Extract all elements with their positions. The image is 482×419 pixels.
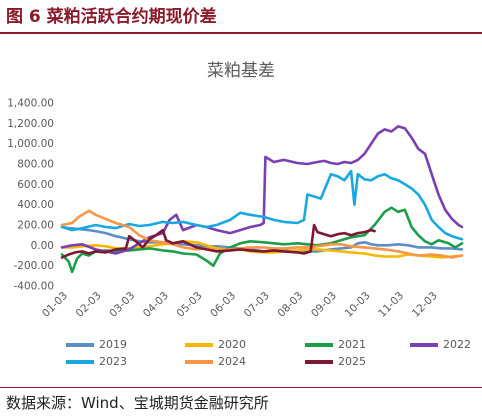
- legend-swatch: [305, 360, 333, 364]
- x-tick-label: 08-03: [275, 290, 305, 320]
- series-layer: [60, 125, 464, 274]
- x-tick-label: 10-03: [343, 290, 373, 320]
- source-note: 数据来源：Wind、宝城期货金融研究所: [6, 394, 269, 412]
- y-tick-label: 0.00: [31, 240, 54, 252]
- x-axis: 01-03 02-03 03-03 04-03 05-03 06-03 07-03 08-03…: [40, 290, 440, 320]
- x-tick-label: 05-03: [175, 290, 205, 320]
- x-tick-label: 03-03: [107, 290, 137, 320]
- y-tick-label: 800.00: [17, 159, 54, 171]
- y-tick-label: 1,200.00: [7, 118, 54, 130]
- x-tick-label: 09-03: [309, 290, 339, 320]
- x-tick-label: 04-03: [141, 290, 171, 320]
- legend-swatch: [66, 343, 94, 347]
- series-line-2022: [60, 125, 464, 255]
- legend-swatch: [305, 343, 333, 347]
- series-line-2025: [60, 223, 376, 259]
- x-tick-label: 06-03: [208, 290, 238, 320]
- legend-label: 2020: [218, 338, 246, 351]
- x-tick-label: 02-03: [74, 290, 104, 320]
- legend-label: 2021: [338, 338, 366, 351]
- legend-label: 2025: [338, 355, 366, 368]
- y-tick-label: -400.00: [13, 281, 54, 293]
- y-tick-label: 1,000.00: [7, 138, 54, 150]
- chart-title: 菜粕基差: [207, 61, 275, 81]
- legend-label: 2019: [99, 338, 127, 351]
- x-tick-label: 01-03: [40, 290, 70, 320]
- y-tick-label: 400.00: [17, 199, 54, 211]
- title-divider: [0, 32, 482, 34]
- legend-swatch: [185, 360, 213, 364]
- series-line-2024: [60, 209, 464, 259]
- x-tick-label: 07-03: [242, 290, 272, 320]
- legend-label: 2024: [218, 355, 246, 368]
- y-tick-label: 200.00: [17, 220, 54, 232]
- y-tick-label: 600.00: [17, 179, 54, 191]
- x-tick-label: 12-03: [410, 290, 440, 320]
- y-axis: -400.00 -200.00 0.00 200.00 400.00 600.00 800.…: [7, 98, 54, 293]
- legend-swatch: [66, 360, 94, 364]
- source-divider: [0, 387, 482, 388]
- legend-swatch: [185, 343, 213, 347]
- x-tick-label: 11-03: [376, 290, 406, 320]
- series-line-2023: [60, 169, 464, 241]
- figure-title: 图 6 菜粕活跃合约期现价差: [6, 7, 217, 27]
- y-tick-label: 1,400.00: [7, 98, 54, 110]
- legend-label: 2022: [443, 338, 471, 351]
- legend-swatch: [410, 343, 438, 347]
- y-tick-label: -200.00: [13, 260, 54, 272]
- legend-label: 2023: [99, 355, 127, 368]
